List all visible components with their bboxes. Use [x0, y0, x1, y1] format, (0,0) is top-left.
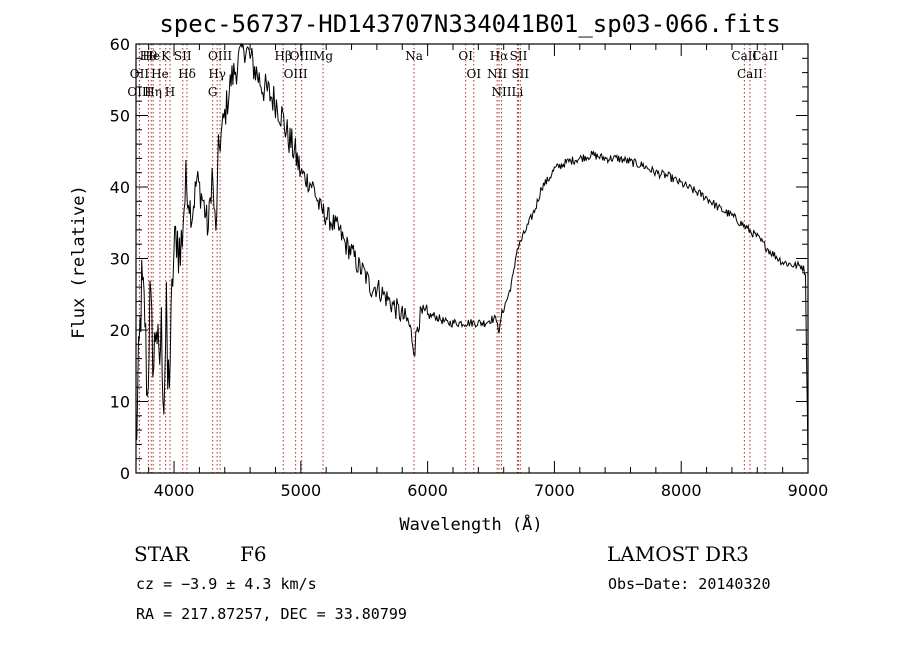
line-marker-label: Hα	[490, 49, 509, 63]
y-tick-label: 0	[120, 464, 130, 483]
line-marker-label: He	[151, 67, 169, 81]
line-marker-label: OIII	[208, 49, 232, 63]
coordinates: RA = 217.87257, DEC = 33.80799	[136, 605, 407, 623]
line-marker-label: Hβ	[275, 49, 292, 63]
line-marker-label: K	[161, 49, 171, 63]
y-tick-label: 20	[110, 321, 130, 340]
line-marker-label: Hθ	[140, 49, 158, 63]
line-marker-label: SII	[511, 67, 529, 81]
line-marker-label: Mg	[313, 49, 333, 63]
y-tick-label: 60	[110, 35, 130, 54]
line-marker-label: CaII	[737, 67, 763, 81]
y-tick-label: 50	[110, 107, 130, 126]
x-tick-label: 5000	[280, 481, 321, 500]
line-marker-label: NII	[492, 85, 512, 99]
subclass: F6	[240, 542, 267, 566]
y-tick-label: 10	[110, 393, 130, 412]
spectrum-line	[135, 42, 809, 466]
line-marker-label: CaII	[752, 49, 778, 63]
line-marker-label: Hγ	[208, 67, 226, 81]
line-marker-label: OII	[130, 67, 150, 81]
line-marker-label: Hη	[144, 85, 162, 99]
axis-ticks: 4000 5000 6000 7000 8000 9000 0 10 20 30 40 50 60	[110, 35, 829, 500]
chart-title: spec-56737-HD143707N334041B01_sp03-066.f…	[159, 10, 780, 38]
line-marker-label: He	[142, 49, 160, 63]
line-marker-label: CaII	[731, 49, 757, 63]
x-tick-label: 9000	[788, 481, 829, 500]
x-tick-label: 6000	[407, 481, 448, 500]
line-marker-label: SII	[510, 49, 528, 63]
y-axis-label: Flux (relative)	[69, 185, 89, 339]
line-marker-label: G	[208, 85, 218, 99]
redshift-cz: cz = −3.9 ± 4.3 km/s	[136, 575, 317, 593]
line-marker-label: Na	[405, 49, 423, 63]
survey-name: LAMOST DR3	[607, 542, 749, 566]
x-axis-label: Wavelength (Å)	[399, 513, 542, 535]
series-layer	[135, 42, 809, 466]
line-marker-label: NII	[487, 67, 507, 81]
x-tick-label: 8000	[661, 481, 702, 500]
line-marker-label: Hδ	[178, 67, 196, 81]
object-type: STAR	[134, 542, 190, 566]
line-marker-label: OI	[458, 49, 473, 63]
line-marker-label: Li	[511, 85, 523, 99]
x-tick-label: 7000	[534, 481, 575, 500]
obs-date: Obs−Date: 20140320	[608, 575, 771, 593]
plot-frame	[135, 43, 809, 474]
y-tick-label: 40	[110, 178, 130, 197]
line-marker-label: OIII	[284, 67, 308, 81]
y-tick-label: 30	[110, 250, 130, 269]
line-marker-label: H	[165, 85, 175, 99]
line-markers	[138, 44, 766, 473]
x-tick-label: 4000	[154, 481, 195, 500]
line-marker-label: OI	[466, 67, 481, 81]
line-marker-label: OIII	[127, 85, 151, 99]
line-marker-label: OIII	[290, 49, 314, 63]
line-marker-label: SII	[174, 49, 192, 63]
